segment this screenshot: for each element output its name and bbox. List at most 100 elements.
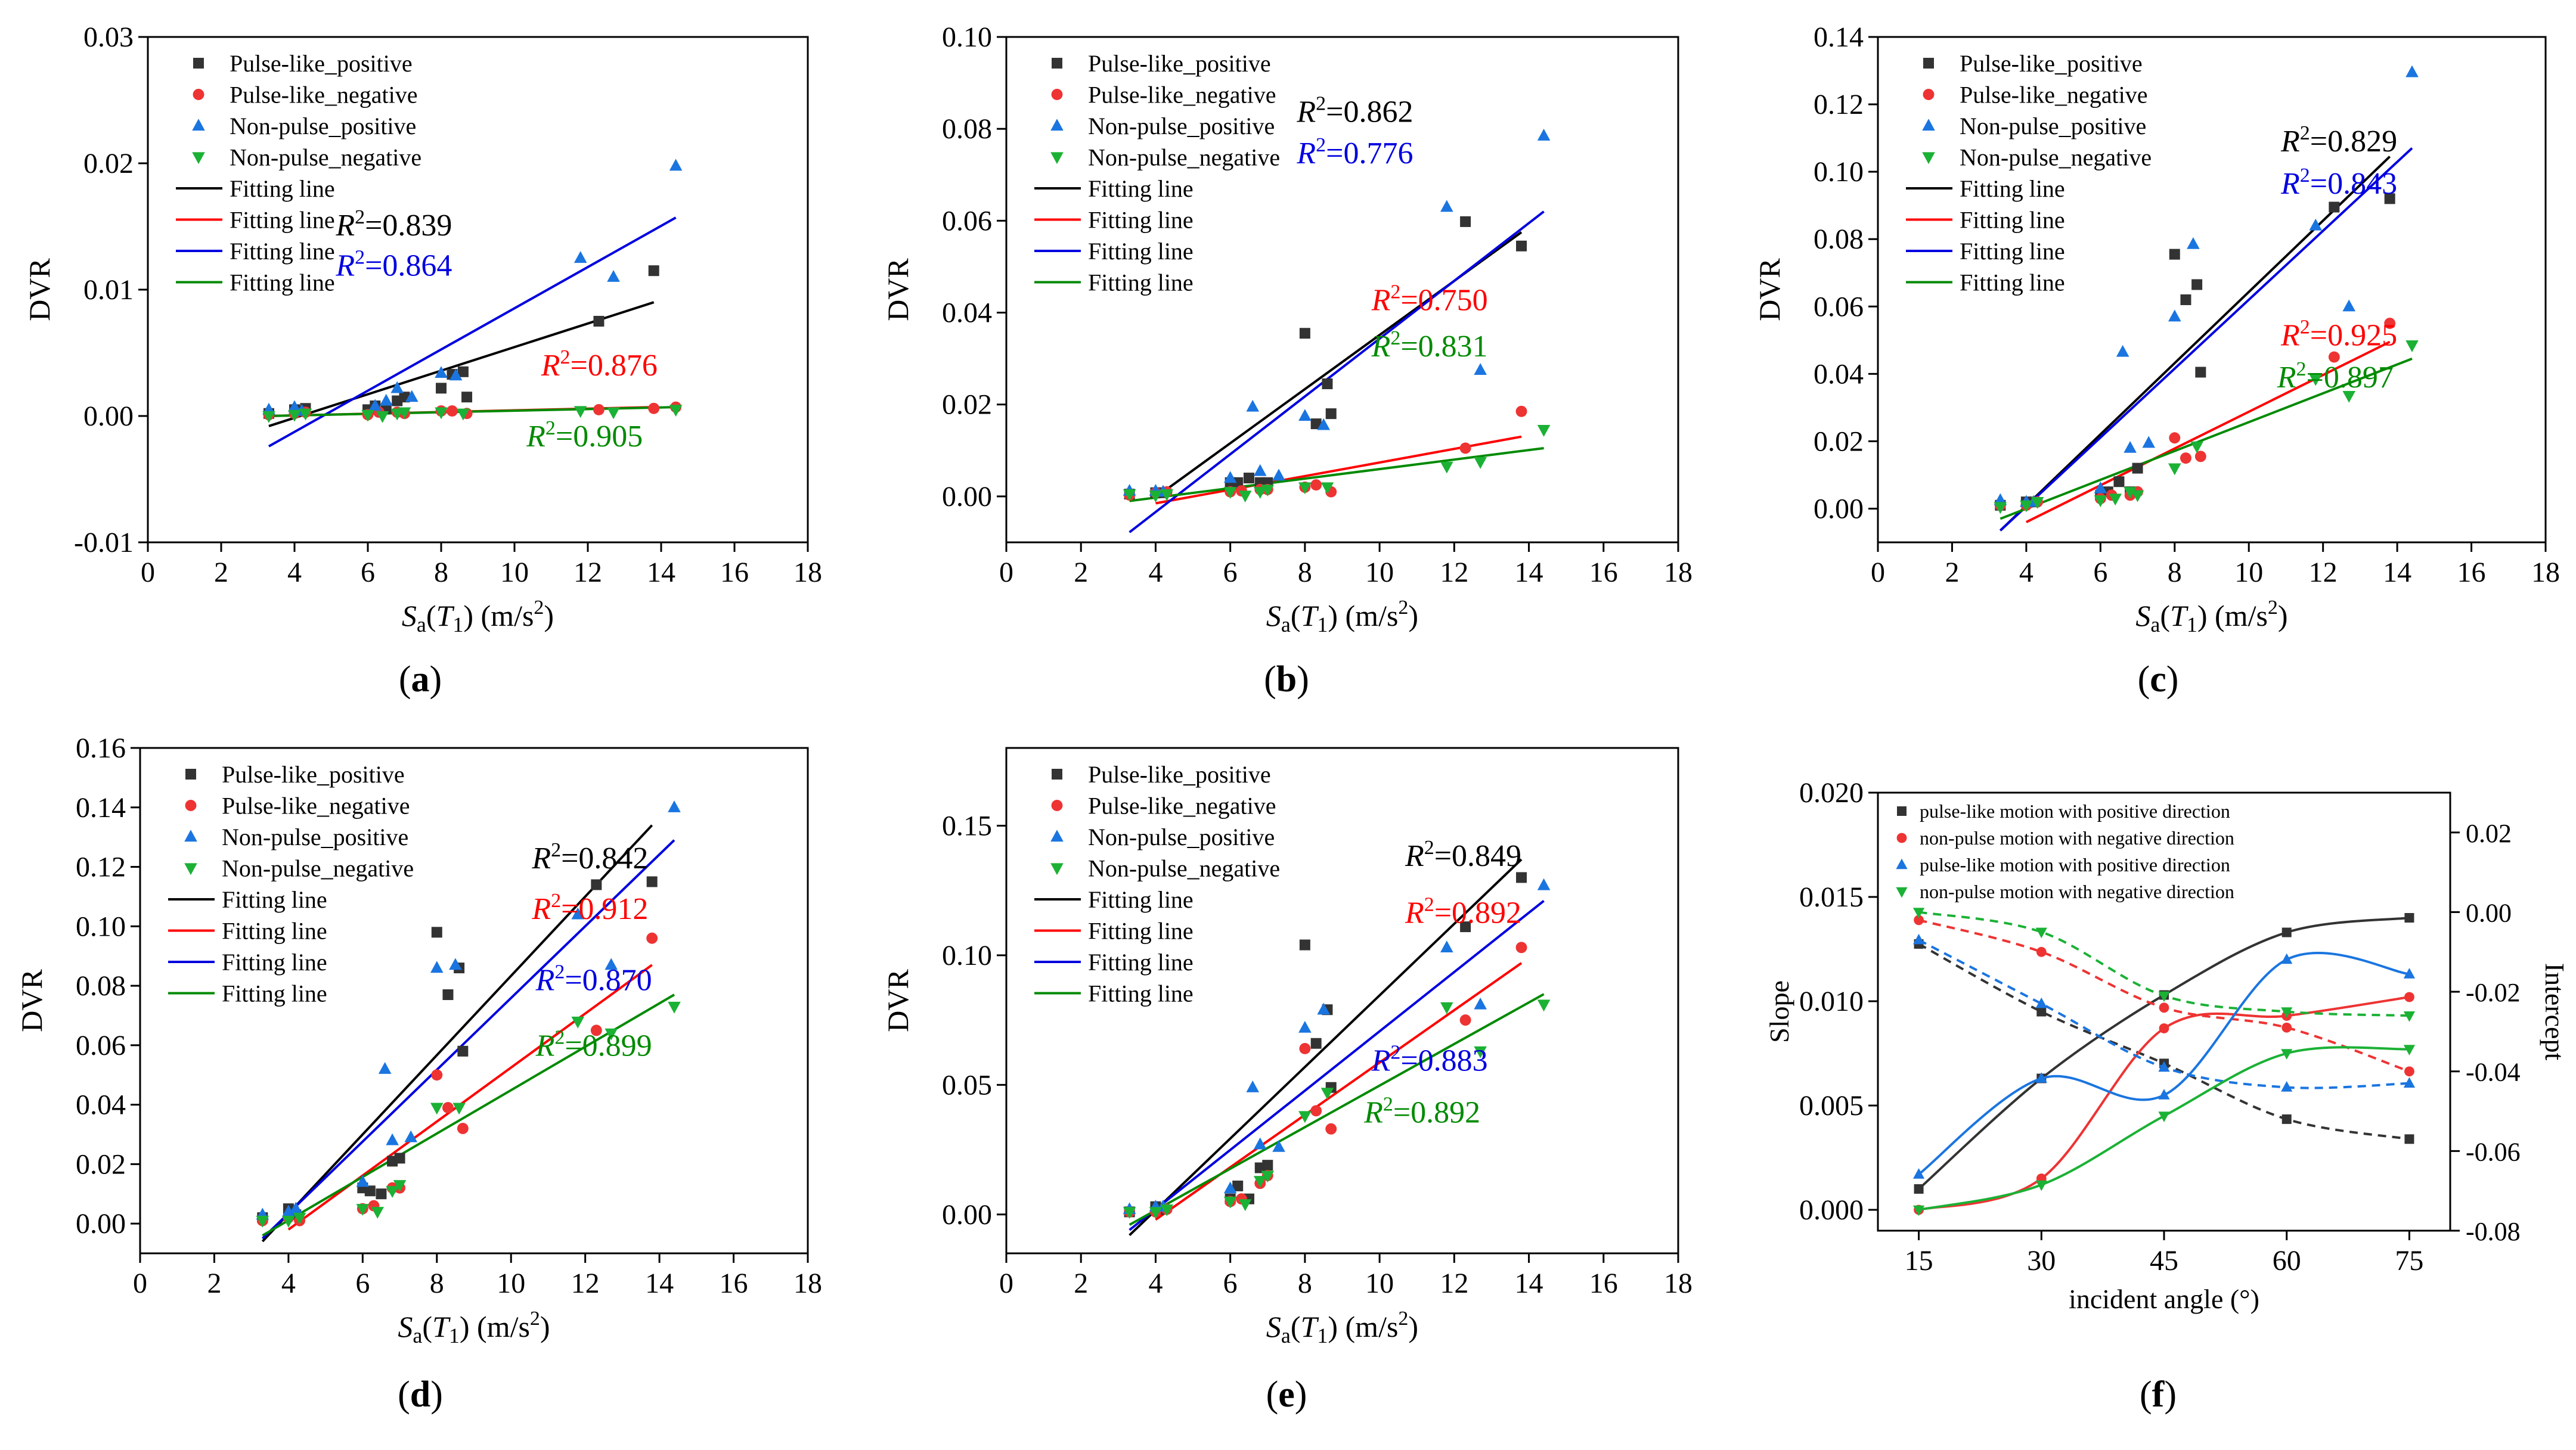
data-point <box>1459 442 1471 454</box>
r2-annotation: R2=0.870 <box>535 961 652 998</box>
intercept-point <box>2404 1134 2414 1144</box>
intercept-point <box>2404 1066 2414 1077</box>
data-point <box>2195 367 2206 378</box>
x-tick-label: 6 <box>355 1268 370 1299</box>
y-tick-label: 0.14 <box>1814 21 1864 53</box>
data-point <box>2309 374 2323 386</box>
data-point <box>1298 1111 1312 1123</box>
data-point <box>457 366 469 377</box>
data-point <box>593 403 605 415</box>
y-tick-label: 0.12 <box>76 852 126 883</box>
panel-caption-b: (b) <box>1264 659 1309 700</box>
data-point <box>361 409 374 422</box>
data-point <box>2180 294 2191 305</box>
y2-tick-label: 0.00 <box>2466 898 2512 927</box>
data-point <box>1223 487 1237 499</box>
legend-label: Fitting line <box>222 949 327 976</box>
legend-marker <box>193 58 204 69</box>
x-tick-label: 8 <box>1298 1268 1312 1299</box>
data-point <box>571 907 585 920</box>
r2-annotation: R2=0.849 <box>1405 837 1521 873</box>
data-point <box>1123 1207 1136 1219</box>
data-point <box>605 958 618 970</box>
legend-label: non-pulse motion with negative direction <box>1920 827 2234 849</box>
y-axis-label: DVR <box>23 258 56 321</box>
data-point <box>1310 479 1322 491</box>
data-point <box>378 1062 392 1074</box>
legend-marker <box>1896 887 1908 898</box>
data-point <box>2309 218 2323 231</box>
x-tick-label: 4 <box>281 1268 296 1299</box>
y-tick-label: 0.12 <box>1814 89 1864 120</box>
data-point <box>1460 216 1471 227</box>
slope-point <box>2281 953 2293 964</box>
y-tick-label: 0.02 <box>942 389 992 421</box>
data-point <box>288 409 301 422</box>
y-tick-label: 0.00 <box>942 481 992 513</box>
data-point <box>1160 1204 1174 1216</box>
data-point <box>461 392 473 403</box>
legend-marker <box>1051 800 1063 811</box>
x-tick-label: 16 <box>720 557 749 588</box>
x-tick-label: 60 <box>2273 1245 2301 1277</box>
y-tick-label: 0.08 <box>76 970 126 1002</box>
data-point <box>386 1133 399 1145</box>
x-axis-label: Sa(T1) (m/s2) <box>1266 1308 1418 1347</box>
data-point <box>574 251 587 263</box>
y2-axis-label: Intercept <box>2540 963 2570 1061</box>
legend-label: Pulse-like_positive <box>1088 50 1271 77</box>
r2-annotation: R2=0.892 <box>1405 894 1521 930</box>
data-point <box>2169 432 2181 444</box>
data-point <box>431 927 442 938</box>
data-point <box>394 1153 405 1164</box>
x-tick-label: 12 <box>2309 557 2338 588</box>
fitting-line <box>1129 210 1545 533</box>
legend-marker <box>1052 769 1062 780</box>
data-point <box>449 958 462 970</box>
fitting-line <box>287 964 653 1231</box>
y-tick-label: 0.00 <box>76 1208 126 1240</box>
data-point <box>431 1069 443 1081</box>
slope-curve <box>1918 917 2410 1190</box>
data-point <box>1537 878 1551 890</box>
x-tick-label: 14 <box>2383 557 2411 588</box>
x-tick-label: 18 <box>1664 1268 1692 1299</box>
data-point <box>1149 490 1163 503</box>
data-point <box>2116 344 2129 357</box>
y-tick-label: 0.02 <box>76 1148 126 1180</box>
data-point <box>430 1103 444 1115</box>
data-point <box>1537 425 1551 437</box>
r2-annotation: R2=0.831 <box>1371 327 1488 364</box>
x-tick-label: 16 <box>1589 557 1618 588</box>
legend-label: Non-pulse_negative <box>1088 855 1280 882</box>
intercept-point <box>2403 1011 2416 1022</box>
y-tick-label: 0.08 <box>1814 223 1864 255</box>
x-tick-label: 4 <box>287 557 302 588</box>
data-point <box>668 1001 681 1014</box>
data-point <box>2168 309 2181 322</box>
data-point <box>2124 487 2137 499</box>
intercept-point <box>2403 1077 2416 1088</box>
data-point <box>262 411 275 423</box>
data-point <box>1299 1043 1311 1054</box>
data-point <box>1232 1180 1244 1191</box>
data-point <box>404 1130 418 1142</box>
fitting-line <box>1129 446 1544 502</box>
data-point <box>2329 201 2340 213</box>
x-tick-label: 0 <box>999 1268 1013 1299</box>
data-point <box>447 405 458 417</box>
data-point <box>607 270 620 282</box>
x-tick-label: 12 <box>574 557 602 588</box>
x-tick-label: 6 <box>1223 557 1238 588</box>
data-point <box>1299 939 1310 951</box>
legend-label: Non-pulse_negative <box>230 144 421 171</box>
data-point <box>2142 436 2156 448</box>
plot-frame <box>1005 747 1679 1255</box>
data-point <box>364 1185 376 1197</box>
legend-marker <box>1050 830 1064 842</box>
intercept-point <box>2281 1114 2292 1124</box>
intercept-point <box>1914 915 1924 926</box>
x-tick-label: 6 <box>361 557 375 588</box>
legend-marker <box>1051 89 1063 100</box>
